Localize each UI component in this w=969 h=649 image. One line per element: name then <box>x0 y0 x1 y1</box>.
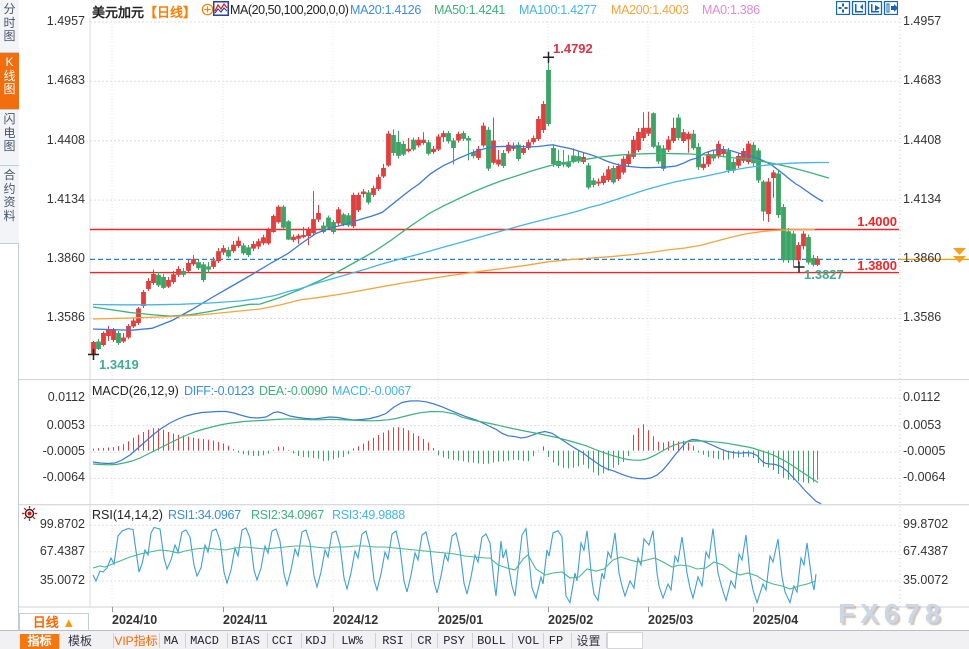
svg-text:1.3419: 1.3419 <box>99 357 139 372</box>
svg-text:1.4792: 1.4792 <box>553 41 593 56</box>
svg-text:1.3827: 1.3827 <box>804 267 844 282</box>
svg-text:1.4000: 1.4000 <box>857 214 897 229</box>
svg-text:1.3800: 1.3800 <box>857 258 897 273</box>
